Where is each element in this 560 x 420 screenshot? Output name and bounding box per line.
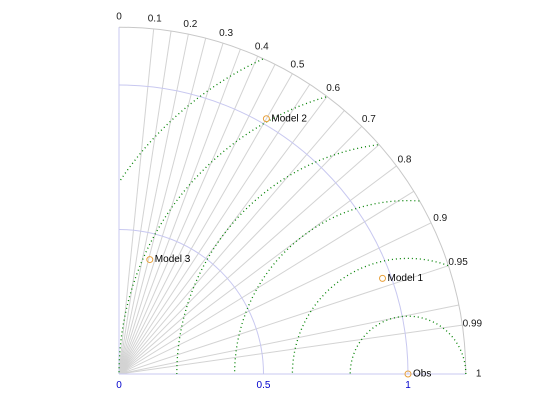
outer-arc: [118, 26, 467, 375]
data-point-label: Model 3: [155, 254, 191, 265]
grid-layer: [118, 26, 467, 375]
std-tick-label: 0.5: [257, 380, 271, 391]
correlation-tick-label: 0.95: [448, 257, 468, 268]
correlation-grid-line: [118, 43, 224, 375]
correlation-grid-line: [118, 190, 415, 375]
correlation-tick-label: 0.8: [398, 154, 412, 165]
correlation-tick-label: 0.1: [148, 14, 162, 25]
rms-contour: [118, 96, 327, 375]
std-tick-label: 0: [116, 380, 122, 391]
data-point-marker: [404, 370, 412, 378]
std-tick-label: 1: [405, 380, 411, 391]
correlation-tick-label: 0.7: [362, 114, 376, 125]
data-point-layer: Obs Model 1 Model 2 Model 3: [146, 113, 431, 380]
data-point-label: Model 1: [388, 273, 424, 284]
data-point-label: Model 2: [271, 113, 307, 124]
correlation-tick-label: 0.5: [291, 60, 305, 71]
data-point-marker: [146, 256, 154, 264]
correlation-tick-label: 0.4: [255, 42, 269, 53]
correlation-tick-label: 0.2: [183, 19, 197, 30]
correlation-grid-line: [118, 165, 397, 375]
std-arc: [118, 84, 409, 375]
tick-label-layer: 0 0.1 0.2 0.3 0.4 0.5 0.6 0.7 0.8 0.9 0.95 0.99 1 0 0.…: [116, 12, 482, 391]
correlation-grid-line: [118, 48, 241, 375]
correlation-tick-label: 0.3: [219, 28, 233, 39]
rms-contour: [291, 257, 449, 375]
std-arc: [118, 229, 264, 375]
correlation-tick-label: 0: [116, 12, 122, 23]
correlation-tick-label: 0.6: [326, 83, 340, 94]
correlation-tick-label: 0.99: [463, 318, 483, 329]
rms-contour: [233, 199, 420, 375]
data-point-label: Obs: [413, 369, 431, 380]
correlation-tick-label: 1: [476, 369, 482, 380]
data-point-marker: [379, 274, 387, 282]
rms-contour-layer: [118, 58, 467, 375]
data-point-marker: [262, 115, 270, 123]
correlation-grid-line: [118, 84, 311, 375]
correlation-tick-label: 0.9: [433, 213, 447, 224]
